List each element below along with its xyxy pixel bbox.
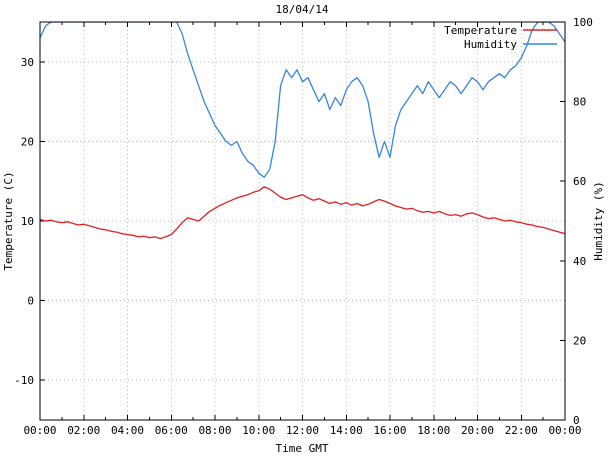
legend-item-temperature: Temperature xyxy=(444,24,557,37)
y2-axis-label: Humidity (%) xyxy=(592,181,605,260)
y2-tick-label: 40 xyxy=(573,255,586,268)
y-tick-label: 0 xyxy=(27,295,34,308)
humidity-series-line xyxy=(40,22,565,178)
y2-tick-label: 0 xyxy=(573,414,580,427)
legend-label-temperature: Temperature xyxy=(444,24,517,37)
x-tick-label: 14:00 xyxy=(330,424,363,437)
x-tick-label: 16:00 xyxy=(373,424,406,437)
legend-item-humidity: Humidity xyxy=(464,38,557,51)
x-tick-label: 02:00 xyxy=(67,424,100,437)
x-tick-label: 18:00 xyxy=(417,424,450,437)
chart-dynamic-layer: 00:00 02:00 04:00 06:00 08:00 10:00 12:00 14:00… xyxy=(14,16,593,437)
x-tick-label: 12:00 xyxy=(286,424,319,437)
x-tick-label: 04:00 xyxy=(111,424,144,437)
legend: Temperature Humidity xyxy=(444,24,557,51)
x-tick-label: 00:00 xyxy=(23,424,56,437)
x-tick-label: 20:00 xyxy=(461,424,494,437)
x-tick-label: 06:00 xyxy=(155,424,188,437)
x-tick-label: 10:00 xyxy=(242,424,275,437)
y2-tick-label: 80 xyxy=(573,96,586,109)
x-tick-label: 22:00 xyxy=(505,424,538,437)
legend-label-humidity: Humidity xyxy=(464,38,517,51)
x-tick-label: 00:00 xyxy=(548,424,581,437)
x-axis-label: Time GMT xyxy=(276,442,329,455)
y2-tick-label: 60 xyxy=(573,175,586,188)
y-tick-label: -10 xyxy=(14,374,34,387)
y2-tick-label: 100 xyxy=(573,16,593,29)
plot-border xyxy=(39,21,566,421)
x-tick-label: 08:00 xyxy=(198,424,231,437)
y-tick-label: 10 xyxy=(21,215,34,228)
y-tick-label: 20 xyxy=(21,135,34,148)
y-axis-label: Temperature (C) xyxy=(2,171,15,270)
y2-tick-label: 20 xyxy=(573,334,586,347)
temperature-series-line xyxy=(40,186,565,240)
y-tick-label: 30 xyxy=(21,56,34,69)
chart-title: 18/04/14 xyxy=(276,3,329,16)
